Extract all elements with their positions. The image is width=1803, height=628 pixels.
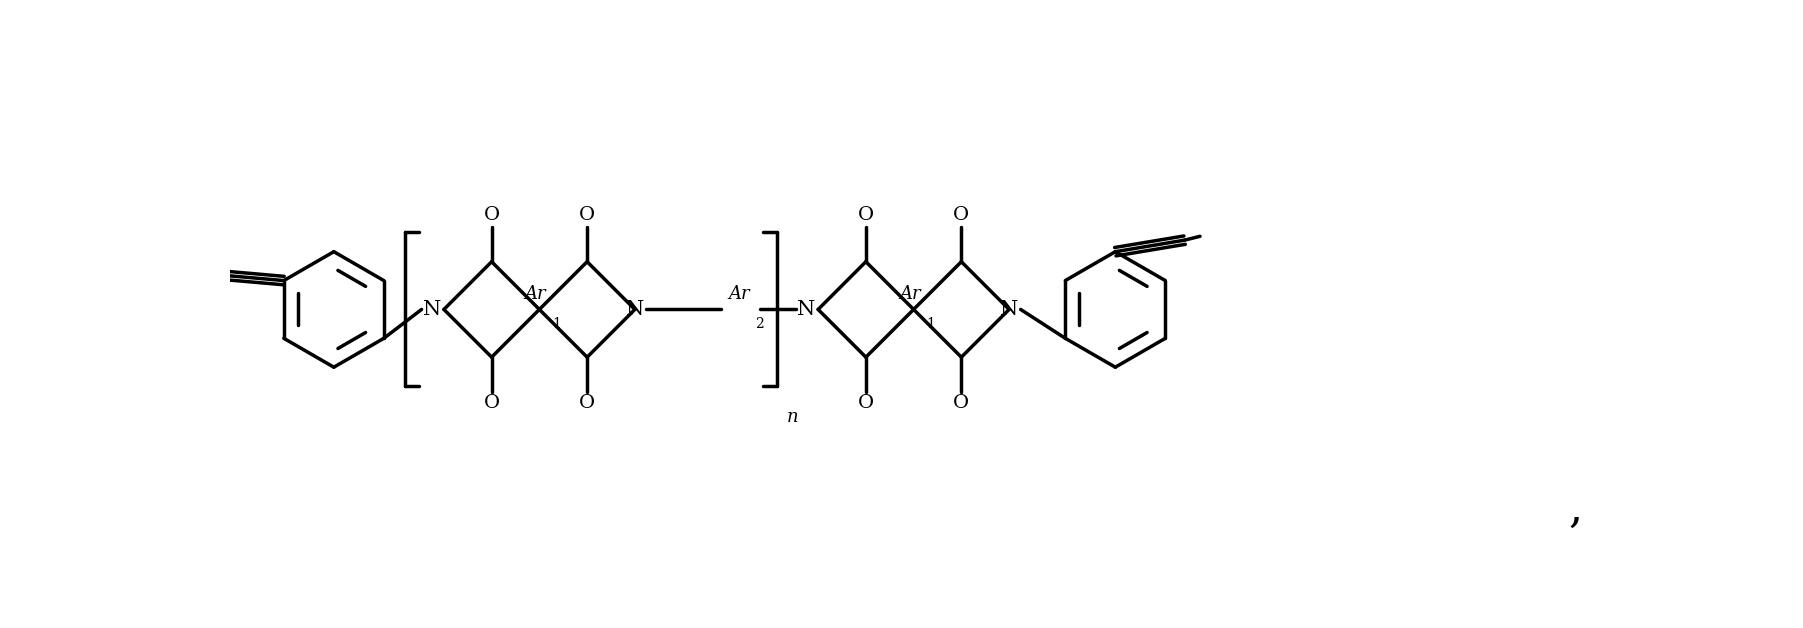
Text: O: O [483,394,499,413]
Text: O: O [858,207,874,224]
Text: O: O [954,207,970,224]
Text: O: O [483,207,499,224]
Text: 1: 1 [927,317,936,331]
Text: N: N [424,300,442,319]
Text: ,: , [1569,487,1583,531]
Text: N: N [1001,300,1019,319]
Text: n: n [786,408,799,426]
Text: O: O [579,207,595,224]
Text: 1: 1 [552,317,561,331]
Text: Ar: Ar [525,285,546,303]
Text: Ar: Ar [900,285,921,303]
Text: O: O [579,394,595,413]
Text: 2: 2 [755,317,764,331]
Text: N: N [797,300,815,319]
Text: N: N [626,300,644,319]
Text: Ar: Ar [728,285,750,303]
Text: O: O [858,394,874,413]
Text: O: O [954,394,970,413]
